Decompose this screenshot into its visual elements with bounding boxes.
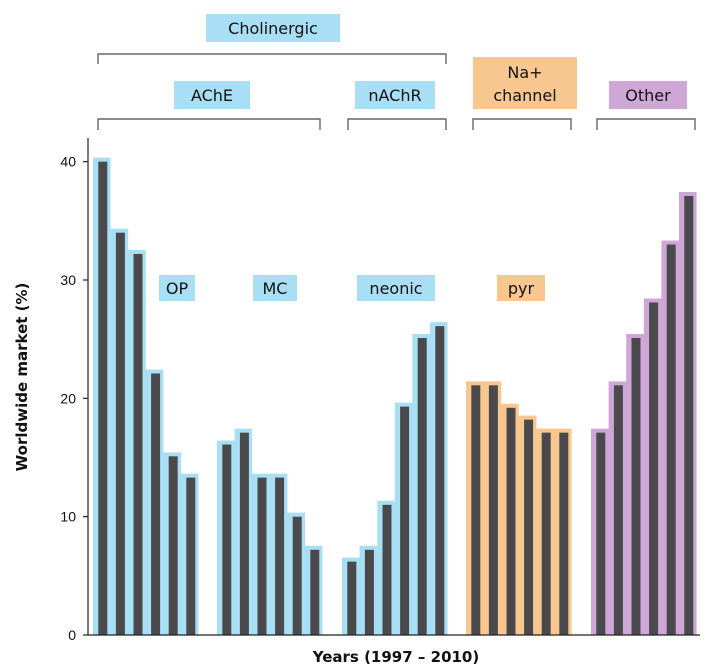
- bar-group-outline: [342, 322, 448, 635]
- x-axis-title: Years (1997 – 2010): [312, 648, 479, 666]
- ache-bracket: [97, 118, 321, 130]
- bar: [524, 419, 534, 635]
- bar: [98, 161, 108, 635]
- ache-label-bg: [174, 81, 250, 109]
- bar-group-outline: [591, 191, 697, 635]
- bar: [133, 253, 143, 635]
- bar: [400, 406, 410, 635]
- series-label-pyr-bg: [497, 275, 545, 301]
- series-label-mc: MC: [263, 279, 288, 298]
- bar: [382, 504, 392, 635]
- series-label-neonic-bg: [357, 275, 435, 301]
- bar: [222, 444, 232, 635]
- series-label-neonic: neonic: [369, 279, 422, 298]
- bar: [488, 385, 498, 635]
- other-label: Other: [625, 86, 671, 105]
- y-tick-label: 20: [60, 390, 76, 406]
- bar: [292, 516, 302, 635]
- y-axis-title: Worldwide market (%): [13, 283, 31, 472]
- bar-group-outline: [93, 157, 199, 635]
- bar: [347, 561, 357, 635]
- y-tick-label: 0: [68, 627, 76, 643]
- bar: [257, 477, 267, 635]
- bar: [115, 232, 125, 635]
- bar: [684, 195, 694, 635]
- other-bracket: [596, 118, 696, 130]
- y-tick-label: 30: [60, 272, 76, 288]
- cholinergic-label: Cholinergic: [228, 19, 318, 38]
- y-axis: 0 10 20 30 40: [60, 138, 700, 643]
- nachr-bracket: [347, 118, 447, 130]
- bar: [596, 432, 606, 635]
- ache-label: AChE: [191, 86, 233, 105]
- series-label-mc-bg: [253, 275, 297, 301]
- na-channel-bracket: [472, 118, 572, 130]
- other-label-bg: [609, 81, 687, 109]
- bar: [559, 432, 569, 635]
- bar-group-outline: [466, 381, 572, 635]
- bar: [275, 477, 285, 635]
- bar: [631, 337, 641, 635]
- bar: [541, 432, 551, 635]
- cholinergic-bracket: [97, 53, 447, 64]
- y-tick-label: 10: [60, 509, 76, 525]
- bar: [649, 302, 659, 635]
- na-channel-label-line1: Na+: [507, 63, 542, 82]
- series-label-op: OP: [166, 279, 189, 298]
- bar: [666, 244, 676, 635]
- header-brackets: [97, 53, 696, 130]
- bar: [168, 456, 178, 635]
- bar: [239, 432, 249, 635]
- bar: [151, 373, 161, 635]
- bar: [506, 407, 516, 635]
- series-label-op-bg: [159, 275, 195, 301]
- y-tick-label: 40: [60, 154, 76, 170]
- na-channel-label-line2: channel: [493, 86, 556, 105]
- bars: [93, 157, 697, 635]
- series-label-pyr: pyr: [508, 279, 535, 298]
- bar: [613, 385, 623, 635]
- na-channel-label-bg: [473, 57, 577, 109]
- nachr-label: nAChR: [368, 86, 421, 105]
- bar: [417, 337, 427, 635]
- nachr-label-bg: [355, 81, 435, 109]
- bar: [471, 385, 481, 635]
- bar-group-outline: [217, 428, 323, 635]
- bar: [435, 326, 445, 635]
- bar: [186, 477, 196, 635]
- cholinergic-label-bg: [206, 14, 340, 42]
- header-labels: Cholinergic AChE nAChR Na+ channel Other: [174, 14, 687, 109]
- series-labels: OP MC neonic pyr: [159, 275, 545, 301]
- bar: [364, 549, 374, 635]
- bar: [310, 549, 320, 635]
